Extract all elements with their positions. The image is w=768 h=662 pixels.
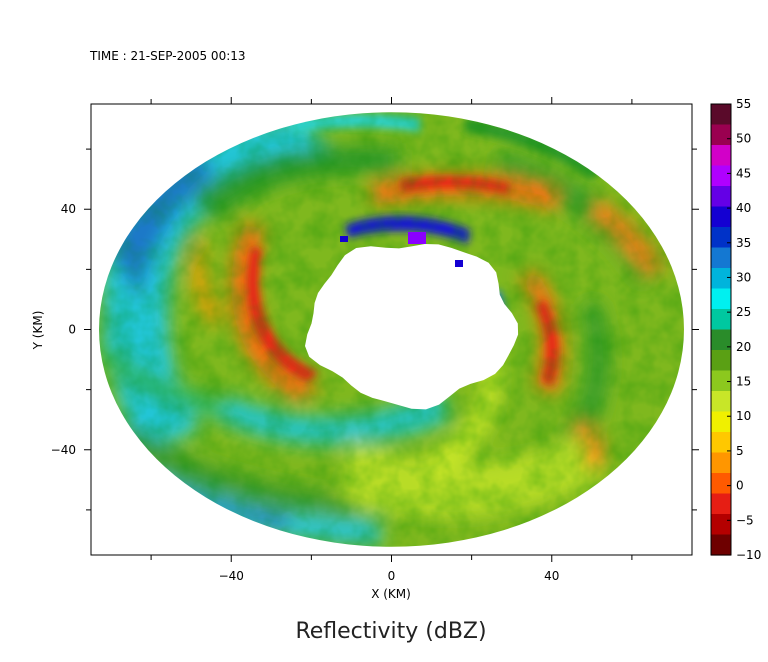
x-tick-label: 40	[544, 569, 559, 583]
colorbar-tick-label: 5	[736, 444, 744, 458]
colorbar-swatch	[711, 370, 731, 392]
y-tick-label: 0	[68, 323, 76, 337]
colorbar-swatch	[711, 309, 731, 331]
colorbar-swatch	[711, 534, 731, 556]
y-axis-label: Y (KM)	[31, 311, 45, 351]
x-tick-label: −40	[219, 569, 244, 583]
colorbar-tick-label: 40	[736, 201, 751, 215]
x-tick-label: 0	[388, 569, 396, 583]
colorbar-swatch	[711, 391, 731, 413]
colorbar-tick-label: 55	[736, 97, 751, 111]
x-axis-label: X (KM)	[371, 587, 411, 601]
colorbar-swatch	[711, 206, 731, 228]
chart-title: Reflectivity (dBZ)	[295, 619, 486, 644]
colorbar-tick-label: 0	[736, 479, 744, 493]
colorbar-swatch	[711, 432, 731, 454]
time-label: TIME : 21-SEP-2005 00:13	[89, 49, 246, 63]
colorbar-tick-label: 45	[736, 166, 751, 180]
colorbar-swatch	[711, 288, 731, 310]
colorbar-tick-label: −5	[736, 513, 754, 527]
colorbar-swatch	[711, 329, 731, 351]
colorbar-swatch	[711, 473, 731, 495]
colorbar-tick-label: −10	[736, 548, 761, 562]
colorbar-tick-label: 35	[736, 236, 751, 250]
colorbar-swatch	[711, 350, 731, 372]
colorbar-swatch	[711, 124, 731, 146]
colorbar-tick-label: 20	[736, 340, 751, 354]
colorbar-tick-label: 10	[736, 409, 751, 423]
colorbar-swatch	[711, 104, 731, 126]
colorbar-swatch	[711, 247, 731, 269]
colorbar-frame	[710, 103, 732, 556]
colorbar-swatch	[711, 514, 731, 536]
colorbar-swatch	[711, 165, 731, 187]
colorbar-tick-label: 50	[736, 132, 751, 146]
colorbar-tick-label: 30	[736, 270, 751, 284]
colorbar-swatch	[711, 452, 731, 474]
colorbar-swatch	[711, 493, 731, 515]
reflectivity-field	[91, 104, 692, 555]
colorbar-swatch	[711, 411, 731, 433]
colorbar-tick-label: 25	[736, 305, 751, 319]
colorbar-tick-label: 15	[736, 375, 751, 389]
y-tick-label: 40	[61, 202, 76, 216]
y-tick-label: −40	[51, 443, 76, 457]
colorbar-swatch	[711, 268, 731, 290]
colorbar-swatch	[711, 145, 731, 167]
colorbar-swatch	[711, 186, 731, 208]
colorbar-swatch	[711, 227, 731, 249]
x-axis: −40 0 40	[150, 97, 633, 583]
y-axis: −40 0 40	[51, 148, 699, 511]
